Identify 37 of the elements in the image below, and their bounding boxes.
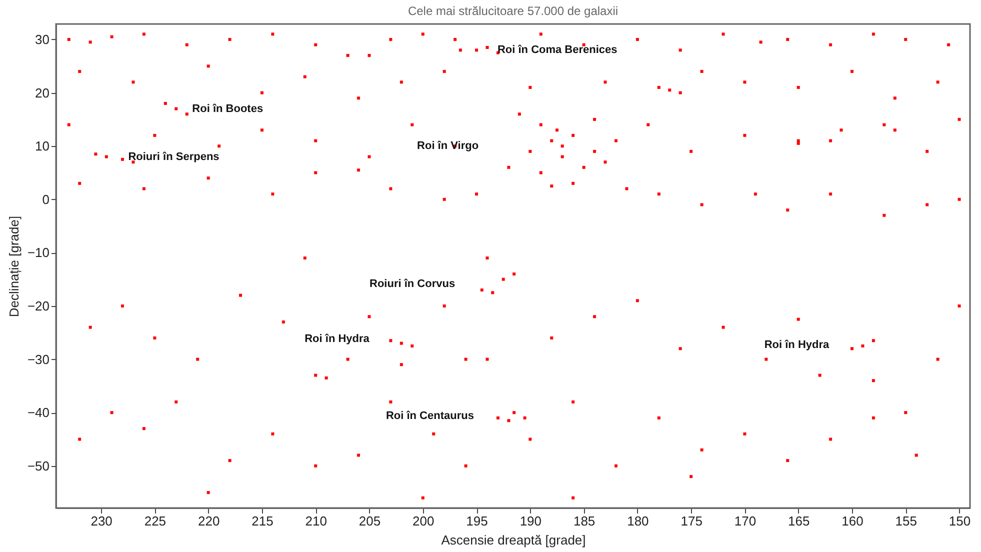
y-tick-label: −40 bbox=[27, 405, 50, 420]
y-tick-label: 10 bbox=[35, 138, 50, 154]
y-tick-label: 30 bbox=[35, 32, 50, 47]
annotation: Roi în Bootes bbox=[192, 103, 264, 116]
x-tick-label: 225 bbox=[144, 514, 166, 528]
x-tick-label: 160 bbox=[842, 514, 864, 528]
annotation: Roi în Hydra bbox=[764, 338, 830, 351]
annotation: Roiuri în Serpens bbox=[128, 151, 220, 164]
annotation: Roi în Centaurus bbox=[386, 410, 474, 422]
x-tick-label: 185 bbox=[573, 514, 596, 528]
y-tick-label: −30 bbox=[27, 352, 50, 367]
y-tick-label: −50 bbox=[27, 458, 50, 474]
x-tick-label: 190 bbox=[520, 514, 542, 528]
annotation: Roiuri în Corvus bbox=[370, 278, 456, 290]
x-tick-label: 200 bbox=[412, 514, 434, 528]
x-tick-label: 165 bbox=[788, 514, 810, 528]
y-tick-label: −20 bbox=[27, 298, 50, 314]
x-tick-label: 195 bbox=[466, 514, 488, 528]
y-tick-label: 0 bbox=[42, 192, 50, 207]
annotation: Roi în Coma Berenices bbox=[497, 44, 618, 56]
x-tick-label: 230 bbox=[90, 514, 112, 528]
x-tick-label: 220 bbox=[198, 514, 220, 528]
x-tick-label: 205 bbox=[358, 514, 381, 528]
y-axis-title: Declinație [grade] bbox=[6, 216, 22, 318]
y-tick-label: 20 bbox=[35, 85, 50, 100]
x-tick-label: 210 bbox=[305, 514, 327, 528]
x-tick-label: 175 bbox=[680, 514, 702, 528]
annotation: Roi în Hydra bbox=[304, 333, 370, 346]
x-tick-label: 180 bbox=[627, 514, 649, 528]
chart-title: Cele mai strălucitoare 57.000 de galaxii bbox=[408, 4, 618, 18]
x-axis-title: Ascensie dreaptă [grade] bbox=[441, 532, 586, 548]
y-tick-label: −10 bbox=[27, 245, 50, 260]
x-tick-label: 170 bbox=[734, 514, 756, 528]
x-tick-label: 150 bbox=[948, 514, 971, 528]
x-tick-label: 155 bbox=[895, 514, 917, 528]
x-tick-label: 215 bbox=[252, 514, 274, 528]
annotation: Roi în Virgo bbox=[417, 140, 479, 152]
